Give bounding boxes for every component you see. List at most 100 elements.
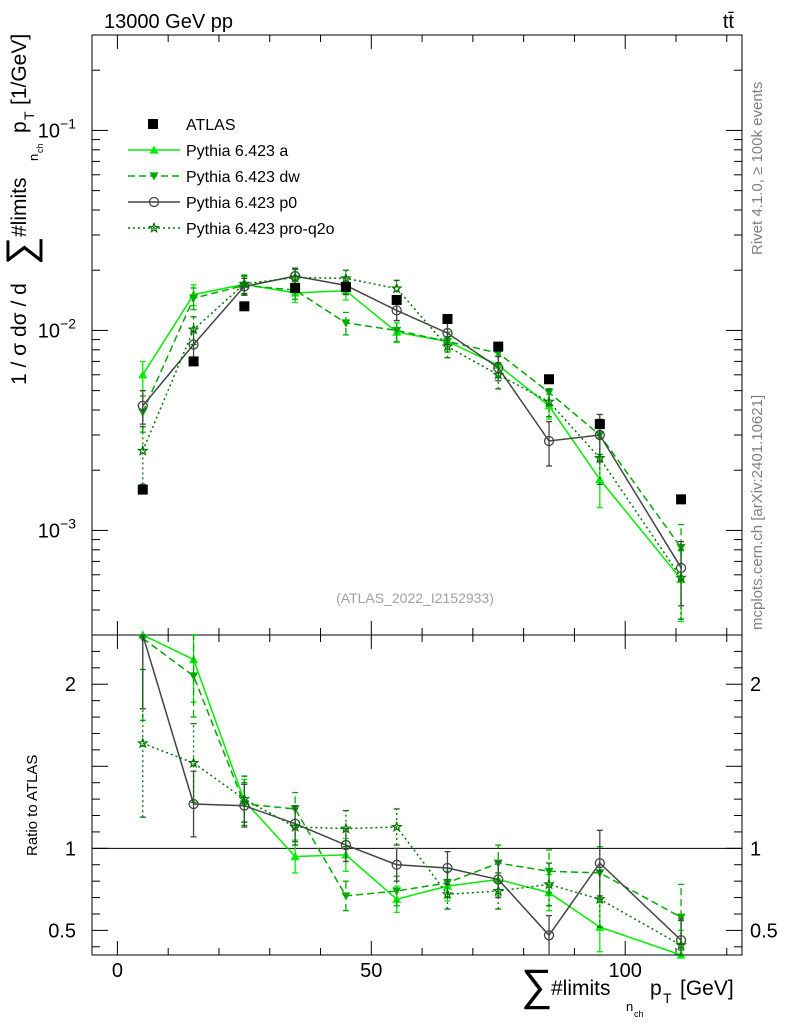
ratio-tick-label-left: 0.5	[48, 920, 76, 942]
series-point-1	[189, 294, 199, 303]
ratio-point-3	[339, 822, 352, 834]
y-tick-label: 10−3	[38, 515, 76, 542]
x-title-p-sub: T	[663, 990, 672, 1006]
atlas-data-point	[442, 314, 453, 325]
x-axis-title: ∑ #limits n ch p T [GeV]	[521, 961, 734, 1019]
ratio-point-3	[543, 878, 555, 890]
ratio-tick-label-right: 1	[750, 838, 761, 860]
main-series-group	[136, 267, 687, 623]
ratio-y-axis-title: Ratio to ATLAS	[24, 755, 41, 856]
legend-label-atlas: ATLAS	[186, 117, 236, 134]
ratio-point-3	[593, 892, 606, 905]
atlas-data-point	[340, 281, 351, 292]
legend: ATLAS Pythia 6.423 a Pythia 6.423 dw Pythia…	[128, 117, 335, 238]
legend-label-0: Pythia 6.423 a	[186, 143, 288, 160]
ratio-point-3	[187, 756, 200, 768]
y-title-sub-n: n	[26, 154, 41, 161]
atlas-data-point	[544, 374, 555, 385]
atlas-data-point	[137, 484, 148, 495]
legend-marker-1	[149, 172, 159, 181]
series-point-3	[492, 368, 505, 380]
y-title-left: 1 / σ dσ / d	[8, 283, 31, 385]
ratio-point-2	[391, 859, 402, 870]
atlas-data-group	[137, 281, 687, 505]
ratio-point-3	[238, 792, 251, 805]
header-left: 13000 GeV pp	[104, 11, 233, 33]
ratio-point-1	[189, 672, 199, 681]
x-title-unit: [GeV]	[680, 977, 734, 1000]
ratio-line-3	[142, 742, 682, 946]
series-point-3	[289, 271, 302, 283]
atlas-data-point	[391, 294, 402, 305]
atlas-data-point	[290, 282, 301, 293]
ratio-tick-label-right: 0.5	[750, 920, 778, 942]
y-title-p-sub: T	[21, 111, 37, 120]
ratio-point-3	[289, 820, 302, 832]
x-title-limits: #limits	[551, 977, 611, 1000]
y-tick-label: 10−1	[38, 115, 76, 142]
atlas-data-point	[188, 356, 199, 367]
x-tick-label: 50	[360, 960, 382, 982]
ratio-series-group	[136, 630, 687, 959]
ratio-point-0	[392, 894, 402, 903]
ratio-point-3	[390, 820, 403, 832]
ratio-point-1	[544, 867, 554, 876]
ratio-point-2	[594, 857, 605, 869]
series-line-3	[142, 276, 682, 579]
series-point-3	[390, 282, 403, 294]
side-label-rivet: Rivet 4.1.0, ≥ 100k events	[749, 82, 766, 255]
x-title-sub-ch: ch	[634, 1009, 644, 1019]
ratio-line-1	[142, 637, 682, 918]
ratio-point-2	[543, 930, 555, 941]
series-point-1	[341, 319, 351, 328]
ratio-point-1	[392, 887, 402, 896]
legend-marker-0	[149, 145, 159, 154]
main-axis-ticks: 10−3 10−2 10−1	[38, 35, 742, 636]
ratio-point-2	[442, 862, 453, 874]
header-right: tt̄	[723, 11, 735, 33]
series-point-3	[675, 571, 687, 583]
legend-label-2: Pythia 6.423 p0	[186, 195, 297, 212]
y-title-unit: [1/GeV]	[8, 34, 31, 105]
legend-label-1: Pythia 6.423 dw	[186, 169, 300, 186]
ratio-panel-frame	[91, 634, 743, 956]
y-tick-label: 10−2	[38, 315, 76, 342]
series-point-1	[544, 388, 554, 397]
series-point-2	[188, 339, 199, 350]
atlas-data-point	[239, 301, 250, 312]
series-point-2	[391, 305, 402, 316]
series-point-3	[187, 323, 200, 335]
y-title-p: p	[8, 121, 31, 133]
series-line-1	[142, 284, 682, 549]
y-title-limits: #limits	[8, 177, 31, 237]
ratio-point-3	[136, 737, 149, 749]
legend-marker-2	[148, 196, 160, 208]
series-point-3	[543, 395, 555, 407]
x-title-sub-n: n	[626, 999, 633, 1014]
series-point-2	[137, 400, 148, 411]
series-point-3	[136, 444, 149, 456]
series-point-3	[339, 272, 352, 284]
series-point-3	[238, 277, 251, 289]
main-y-axis-title: 1 / σ dσ / d ∑ #limits n ch p T [1/GeV]	[0, 34, 45, 385]
series-point-0	[138, 370, 148, 379]
ratio-point-3	[492, 884, 505, 897]
series-point-1	[392, 326, 402, 335]
series-point-3	[593, 451, 606, 464]
ratio-tick-label-left: 1	[65, 838, 76, 860]
ratio-point-1	[341, 892, 351, 901]
series-point-2	[543, 435, 555, 447]
ratio-point-1	[676, 913, 686, 922]
series-point-3	[441, 340, 454, 352]
y-title-sub-ch: ch	[35, 143, 45, 153]
analysis-label: (ATLAS_2022_I2152933)	[336, 590, 494, 606]
atlas-data-point	[676, 494, 687, 505]
x-title-sum: ∑	[521, 961, 552, 1010]
ratio-point-3	[441, 888, 454, 900]
series-point-2	[594, 429, 605, 441]
side-label-mcplots: mcplots.cern.ch [arXiv:2401.10621]	[749, 395, 766, 630]
legend-marker-3	[148, 221, 160, 233]
atlas-data-point	[493, 341, 504, 352]
